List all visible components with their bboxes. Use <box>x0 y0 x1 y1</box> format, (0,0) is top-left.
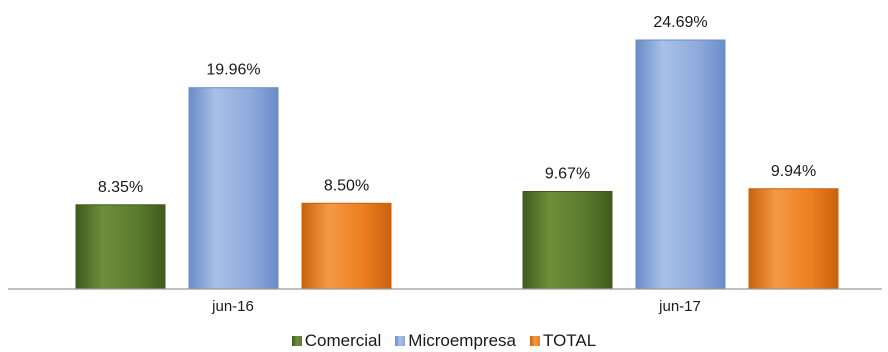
legend-entry-comercial: Comercial <box>291 331 382 351</box>
legend-entry-total: TOTAL <box>530 331 596 351</box>
x-tick-label-jun-16: jun-16 <box>211 298 254 315</box>
data-label-total-jun-17: 9.94% <box>771 163 816 180</box>
data-label-total-jun-16: 8.50% <box>324 177 369 194</box>
legend-entry-microempresa: Microempresa <box>395 331 516 351</box>
data-label-comercial-jun-17: 9.67% <box>545 165 590 182</box>
data-label-microempresa-jun-17: 24.69% <box>653 14 707 31</box>
legend-label-microempresa: Microempresa <box>408 331 516 350</box>
legend-label-total: TOTAL <box>543 331 597 350</box>
data-label-microempresa-jun-16: 19.96% <box>206 62 260 79</box>
x-tick-label-jun-17: jun-17 <box>658 298 701 315</box>
legend-swatch-microempresa <box>395 336 406 346</box>
legend-swatch-comercial <box>291 336 302 346</box>
bar-microempresa-jun-17 <box>635 39 726 290</box>
legend: Comercial Microempresa TOTAL <box>0 330 888 352</box>
x-tick-labels: jun-16 jun-17 <box>211 298 701 315</box>
bars-layer: 8.35% 19.96% 8.50% 9.67% 24.69% 9.94% <box>75 14 839 290</box>
data-label-comercial-jun-16: 8.35% <box>98 179 143 196</box>
legend-label-comercial: Comercial <box>304 331 382 350</box>
bar-comercial-jun-17 <box>522 190 613 290</box>
bar-chart: 8.35%19.96%8.50%9.67%24.69%9.94% jun-16 j… <box>8 14 882 315</box>
bar-microempresa-jun-16 <box>188 87 279 290</box>
bar-total-jun-17 <box>748 188 839 290</box>
bar-total-jun-16 <box>301 202 392 290</box>
legend-swatch-total <box>530 336 540 346</box>
bar-comercial-jun-16 <box>75 204 166 290</box>
